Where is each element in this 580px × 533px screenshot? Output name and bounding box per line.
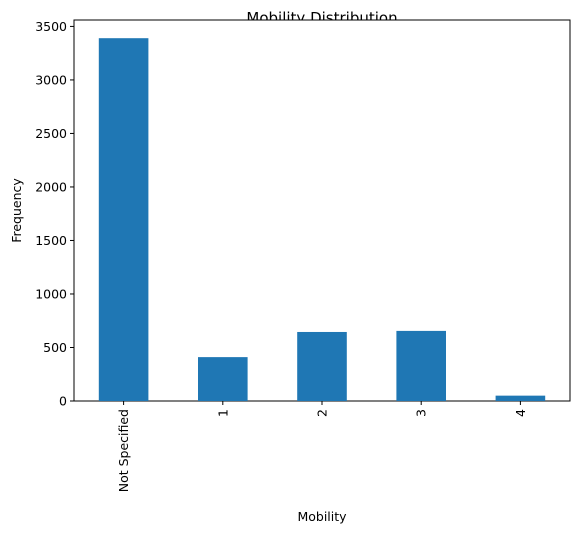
y-tick-label-6: 3000 [35, 72, 67, 87]
y-tick-label-4: 2000 [35, 179, 67, 194]
bar-4 [495, 395, 546, 401]
bar-1 [198, 357, 248, 401]
y-tick-label-2: 1000 [35, 286, 67, 301]
x-tick-label-2: 2 [315, 409, 330, 417]
bar-2 [297, 331, 347, 401]
x-tick-label-0: Not Specified [116, 409, 131, 492]
x-tick-label-1: 1 [215, 409, 230, 417]
y-tick-label-0: 0 [59, 394, 67, 409]
y-tick-label-3: 1500 [35, 233, 67, 248]
bar-3 [396, 330, 446, 401]
bars-group [98, 38, 546, 402]
y-tick-label-7: 3500 [35, 19, 67, 34]
x-tick-label-4: 4 [513, 409, 528, 417]
y-tick-label-1: 500 [43, 340, 67, 355]
x-tick-label-3: 3 [414, 409, 429, 417]
x-axis-label: Mobility [297, 509, 347, 524]
y-axis-label: Frequency [9, 178, 24, 243]
y-axis: 0 500 1000 1500 2000 2500 3000 3500 [35, 19, 74, 409]
y-tick-label-5: 2500 [35, 126, 67, 141]
x-axis: Not Specified 1 2 3 4 [116, 401, 528, 492]
bar-0 [98, 38, 149, 402]
